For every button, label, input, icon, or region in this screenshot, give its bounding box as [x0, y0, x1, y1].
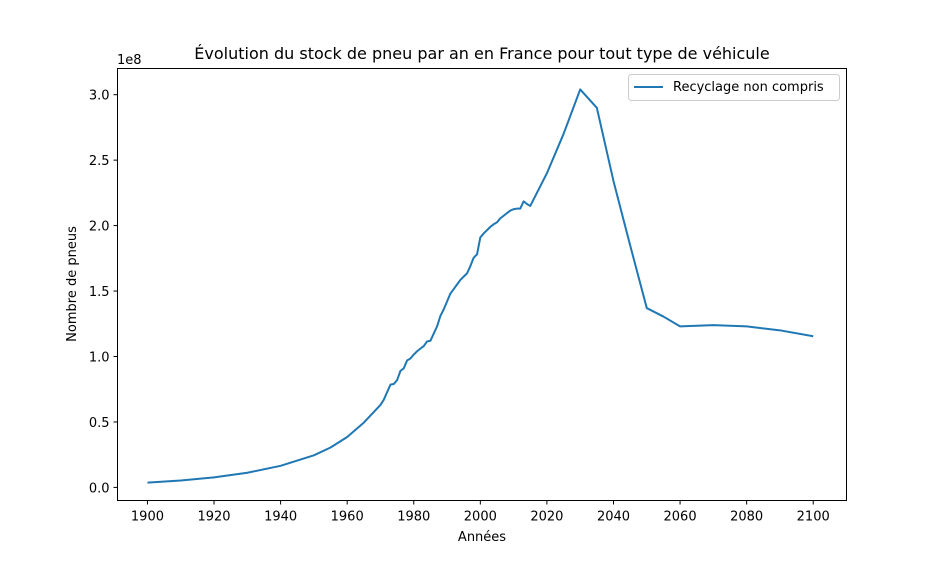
series-layer [147, 88, 814, 484]
x-tick-label: 1920 [197, 510, 230, 525]
y-tick-label: 0.0 [89, 481, 110, 496]
y-axis-label: Nombre de pneus [65, 226, 80, 342]
chart-title: Évolution du stock de pneu par an en Fra… [194, 44, 769, 63]
x-tick-label: 2020 [530, 510, 563, 525]
y-tick-label: 0.5 [89, 416, 110, 431]
x-tick-label: 2000 [464, 510, 497, 525]
x-tick-label: 1900 [131, 510, 164, 525]
x-tick-label: 2080 [730, 510, 763, 525]
legend-entry-label: Recyclage non compris [673, 80, 824, 95]
x-tick-label: 2040 [597, 510, 630, 525]
x-tick-label: 1980 [397, 510, 430, 525]
y-axis-ticks: 0.0 0.5 1.0 1.5 2.0 2.5 3.0 [89, 89, 118, 496]
series-line-0 [147, 88, 814, 484]
x-tick-label: 1940 [264, 510, 297, 525]
x-axis-ticks: 1900 1920 1940 1960 1980 2000 2020 2040 2060 2080… [131, 500, 830, 525]
y-tick-label: 1.0 [89, 351, 110, 366]
x-axis-label: Années [458, 530, 506, 545]
y-offset-label: 1e8 [117, 53, 142, 68]
legend: Recyclage non compris [628, 74, 840, 101]
x-tick-label: 2060 [664, 510, 697, 525]
x-tick-label: 1960 [331, 510, 364, 525]
x-tick-label: 2100 [797, 510, 830, 525]
y-tick-label: 3.0 [89, 89, 110, 104]
y-tick-label: 2.0 [89, 220, 110, 235]
legend-box [628, 74, 840, 101]
y-tick-label: 2.5 [89, 154, 110, 169]
plot-area-frame [117, 68, 847, 501]
y-tick-label: 1.5 [89, 285, 110, 300]
